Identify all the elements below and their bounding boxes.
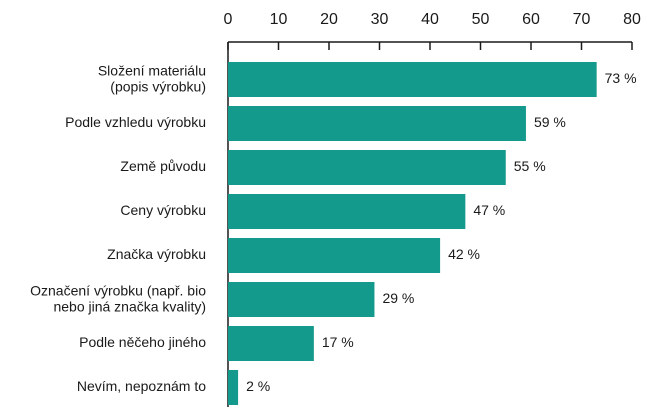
x-tick-label: 60 — [522, 11, 540, 28]
x-tick-label: 70 — [573, 11, 591, 28]
x-tick-label: 10 — [270, 11, 288, 28]
bar — [228, 326, 314, 361]
category-label: Označení výrobku (např. bio nebo jiná zna… — [30, 282, 206, 314]
bar — [228, 150, 506, 185]
bar — [228, 238, 441, 273]
bar — [228, 62, 597, 97]
value-label: 29 % — [382, 290, 414, 306]
bar — [228, 282, 375, 317]
category-label: Ceny výrobku — [120, 202, 206, 218]
value-label: 73 % — [605, 70, 637, 86]
category-label: Značka výrobku — [107, 246, 206, 262]
x-tick-label: 20 — [320, 11, 338, 28]
value-label: 2 % — [246, 378, 270, 394]
value-label: 17 % — [322, 334, 354, 350]
value-label: 59 % — [534, 114, 566, 130]
value-label: 55 % — [514, 158, 546, 174]
category-label: Podle vzhledu výrobku — [65, 114, 206, 130]
bar — [228, 370, 239, 405]
value-label: 42 % — [448, 246, 480, 262]
x-tick-label: 30 — [371, 11, 389, 28]
bar — [228, 106, 526, 141]
x-tick-label: 40 — [421, 11, 439, 28]
value-label: 47 % — [473, 202, 505, 218]
bar — [228, 194, 466, 229]
x-tick-label: 0 — [224, 11, 233, 28]
category-label: Podle něčeho jiného — [79, 334, 206, 350]
category-label: Země původu — [120, 158, 206, 174]
category-label: Nevím, nepoznám to — [77, 378, 206, 394]
category-label: Složení materiálu (popis výrobku) — [98, 62, 206, 94]
x-tick-label: 50 — [472, 11, 490, 28]
x-tick-label: 80 — [623, 11, 641, 28]
